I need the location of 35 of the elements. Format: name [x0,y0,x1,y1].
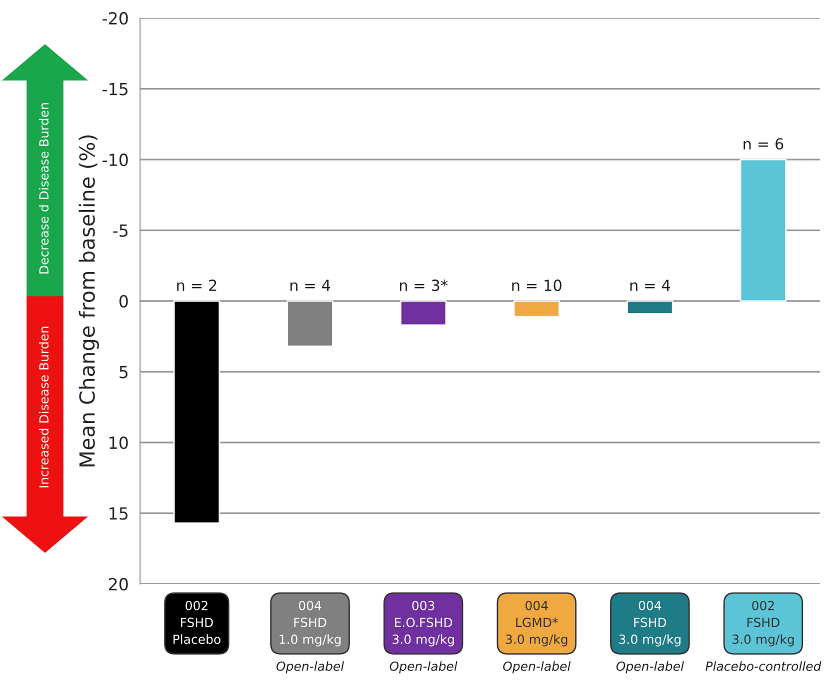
bar [740,158,787,302]
text: Placebo-controlled [706,661,822,671]
x-tick-label: 004 FSHD 3.0 mg/kg [619,600,680,646]
text: Open-label [390,661,458,674]
annotation: n = 10 [512,280,562,292]
x-tick-label: 003 E.O.FSHD 3.0 mg/kg [392,600,454,646]
text: Open-label [616,661,684,674]
bar [173,300,220,524]
text: Open-label [503,661,571,674]
text: Increased Disease Burden [38,326,49,488]
x-tick-label: 004 LGMD* 3.0 mg/kg [506,600,568,646]
y-tick-label: -20 [102,12,128,25]
y-tick-label: 5 [120,366,128,378]
annotation: n = 4 [630,280,670,291]
bar [400,300,447,326]
annotation: n = 6 [744,138,784,150]
annotation: n = 3* [400,280,448,292]
y-tick-label: -15 [102,83,128,96]
x-tick-label: 002 FSHD Placebo [174,600,220,644]
y-tick-label: 10 [110,436,128,450]
bar [286,300,334,347]
bar [626,300,674,314]
y-tick-label: 20 [108,578,128,591]
x-tick-label: 004 FSHD 1.0 mg/kg [280,600,341,646]
y-tick-label: -5 [113,224,128,237]
y-tick-label: 0 [119,294,128,308]
bar [513,300,560,318]
x-tick-label: 002 FSHD 3.0 mg/kg [732,600,794,646]
y-tick-label: -10 [102,154,128,166]
annotation: n = 4 [290,280,330,291]
text: Open-label [276,661,344,674]
y-axis-title: Mean Change from baseline (%) [78,135,99,466]
y-tick-label: 15 [110,507,128,520]
annotation: n = 2 [177,280,216,291]
text: Decrease d Disease Burden [38,103,49,274]
